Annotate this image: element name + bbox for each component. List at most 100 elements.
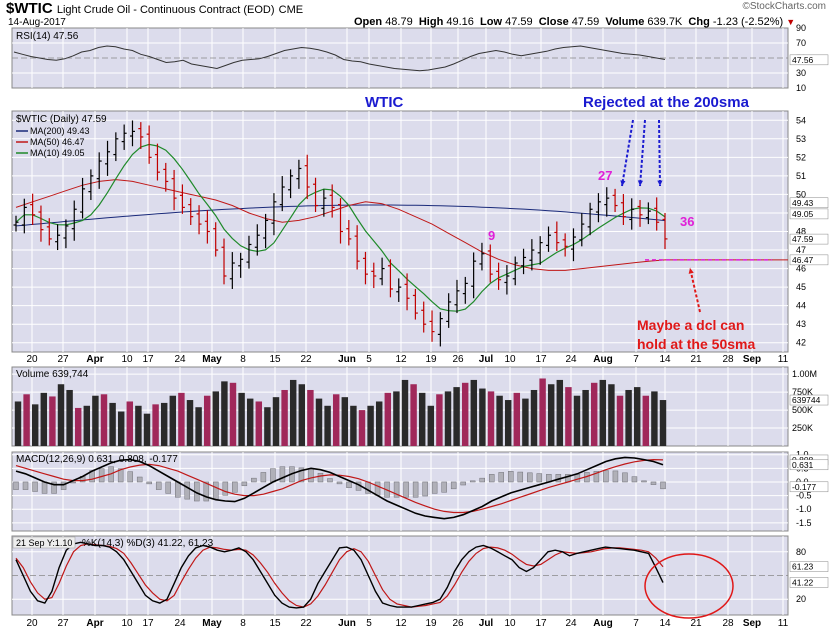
macd-hist-38 <box>374 481 381 496</box>
price-tick-12: 42 <box>796 338 806 348</box>
annotation-maybe-2: hold at the 50sma <box>637 336 755 352</box>
instrument-name: Light Crude Oil - Continuous Contract (E… <box>56 4 275 16</box>
change-value: -1.23 (-2.52%) <box>712 16 784 28</box>
bottom-x-label-11: 5 <box>366 618 372 629</box>
volume-tick-0: 1.00M <box>792 369 817 379</box>
quote-line: Open 48.79 High 49.16 Low 47.59 Close 47… <box>354 16 796 28</box>
price-x-label-7: 8 <box>240 354 246 365</box>
volume-bar-24 <box>221 381 228 446</box>
macd-hist-41 <box>403 481 409 498</box>
volume-bar-20 <box>186 400 194 446</box>
arrow-rejected-3-head <box>657 180 663 186</box>
macd-hist-27 <box>270 468 276 483</box>
volume-bar-19 <box>178 392 185 446</box>
volume-bar-44 <box>393 391 400 446</box>
macd-hist-64 <box>622 472 628 483</box>
volume-bar-15 <box>143 413 151 446</box>
volume-bar-14 <box>135 405 142 446</box>
price-tick-4: 50 <box>796 189 806 199</box>
stoch-k-line <box>15 541 664 609</box>
price-x-label-6: May <box>202 354 222 365</box>
exchange: CME <box>278 4 304 16</box>
ma10-line <box>15 143 666 312</box>
macd-hist-61 <box>593 471 600 483</box>
price-tick-0: 54 <box>796 115 806 125</box>
volume-tick-3: 250K <box>792 423 813 433</box>
date-tag-box <box>12 536 76 549</box>
volume-bar-71 <box>625 389 632 446</box>
price-x-label-8: 15 <box>269 354 281 365</box>
symbol: $WTIC <box>6 0 53 17</box>
price-x-label-10: Jun <box>338 354 356 365</box>
macd-hist-5 <box>60 481 67 490</box>
volume-tick-2: 500K <box>792 405 813 415</box>
macd-hist-50 <box>488 474 495 483</box>
macd-hist-22 <box>222 481 229 496</box>
volume-bar-68 <box>599 379 607 446</box>
bottom-x-label-22: 21 <box>690 618 702 629</box>
stochastics-legend: %K(14,3) %D(3) 41.22, 61.23 <box>82 538 214 549</box>
volume-bar-13 <box>126 401 134 446</box>
stoch-last-k-box <box>789 577 829 588</box>
macd-tick-4: -1.0 <box>796 504 812 514</box>
bottom-x-label-24: Sep <box>743 618 761 629</box>
volume-last-label-box <box>789 394 829 406</box>
volume-bar-65 <box>573 395 581 446</box>
macd-hist-18 <box>184 481 191 500</box>
volume-bar-0 <box>14 401 22 446</box>
volume-bar-23 <box>212 391 220 446</box>
arrow-dcl <box>689 267 701 313</box>
macd-last-macd-box <box>789 459 829 471</box>
highlight-circle <box>644 553 734 619</box>
price-x-label-0: 20 <box>26 354 38 365</box>
macd-line <box>15 456 664 520</box>
bottom-x-label-2: Apr <box>86 618 103 629</box>
macd-hist-0 <box>13 481 19 490</box>
price-x-label-22: 21 <box>690 354 702 365</box>
bottom-x-label-18: 24 <box>565 618 577 629</box>
macd-hist-49 <box>479 477 485 483</box>
close-value: 47.59 <box>571 16 600 28</box>
arrow-rejected-3 <box>658 119 661 187</box>
macd-hist-17 <box>175 481 181 498</box>
macd-hist-62 <box>603 470 609 483</box>
macd-hist-53 <box>517 471 524 483</box>
legend-ma10: MA(10) 49.05 <box>30 148 85 158</box>
macd-hist-45 <box>441 481 447 493</box>
macd-hist-2 <box>32 481 38 492</box>
macd-hist-66 <box>641 480 647 483</box>
volume-bar-46 <box>410 384 417 446</box>
macd-hist-26 <box>260 472 267 483</box>
low-value: 47.59 <box>505 16 533 28</box>
macd-last-hist: -0.177 <box>792 482 816 492</box>
bottom-x-label-9: 22 <box>300 618 312 629</box>
volume-bar-74 <box>651 391 658 446</box>
macd-hist-21 <box>213 481 219 500</box>
volume-bar-26 <box>238 392 245 446</box>
stoch-d-line <box>15 543 664 608</box>
volume-bar-1 <box>23 394 30 446</box>
volume-bar-66 <box>582 389 589 446</box>
price-x-label-3: 10 <box>121 354 133 365</box>
price-x-label-20: 7 <box>633 354 639 365</box>
volume-bar-39 <box>350 405 357 446</box>
macd-hist-42 <box>412 481 419 498</box>
bottom-x-label-3: 10 <box>121 618 133 629</box>
volume-bar-69 <box>608 384 615 446</box>
arrow-rejected-1-head <box>620 180 626 186</box>
legend-ma50: MA(50) 46.47 <box>30 137 85 147</box>
price-x-label-19: Aug <box>593 354 612 365</box>
price-x-label-1: 27 <box>57 354 69 365</box>
macd-hist-68 <box>660 481 666 490</box>
bottom-x-label-23: 28 <box>722 618 734 629</box>
volume-bar-43 <box>384 392 392 446</box>
volume-bar-22 <box>203 395 211 446</box>
bottom-x-label-5: 24 <box>174 618 186 629</box>
price-x-label-18: 24 <box>565 354 577 365</box>
macd-hist-34 <box>336 481 343 485</box>
bottom-x-label-17: 17 <box>535 618 547 629</box>
volume-bar-72 <box>633 387 641 446</box>
last-close-label: 47.59 <box>792 234 814 244</box>
bottom-x-label-12: 12 <box>395 618 407 629</box>
macd-hist-25 <box>251 477 257 483</box>
